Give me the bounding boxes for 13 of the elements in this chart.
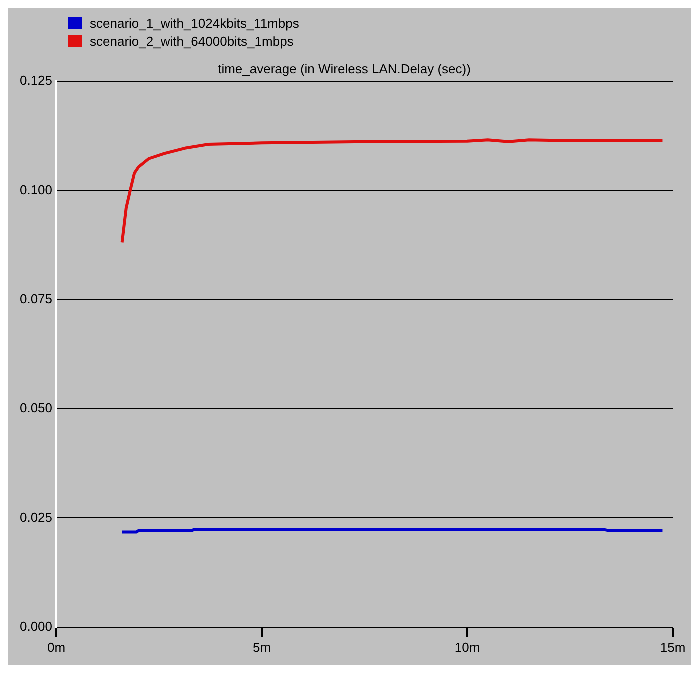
y-tick-label: 0.125 [20, 73, 53, 88]
legend-label: scenario_1_with_1024kbits_11mbps [90, 16, 300, 30]
x-tick-label: 5m [252, 640, 272, 655]
x-tick-label: 10m [454, 640, 480, 655]
x-tick-label: 0m [48, 640, 66, 655]
y-tick-label: 0.100 [20, 182, 53, 198]
y-tick-label: 0.075 [20, 292, 53, 306]
y-tick-label: 0.050 [20, 400, 53, 416]
x-tick-label: 15m [660, 640, 686, 655]
y-tick-label: 0.025 [20, 510, 53, 525]
y-tick-label: 0.000 [20, 618, 53, 634]
chart-title: time_average (in Wireless LAN.Delay (sec)) [218, 61, 471, 76]
legend-label: scenario_2_with_64000bits_1mbps [90, 34, 294, 48]
